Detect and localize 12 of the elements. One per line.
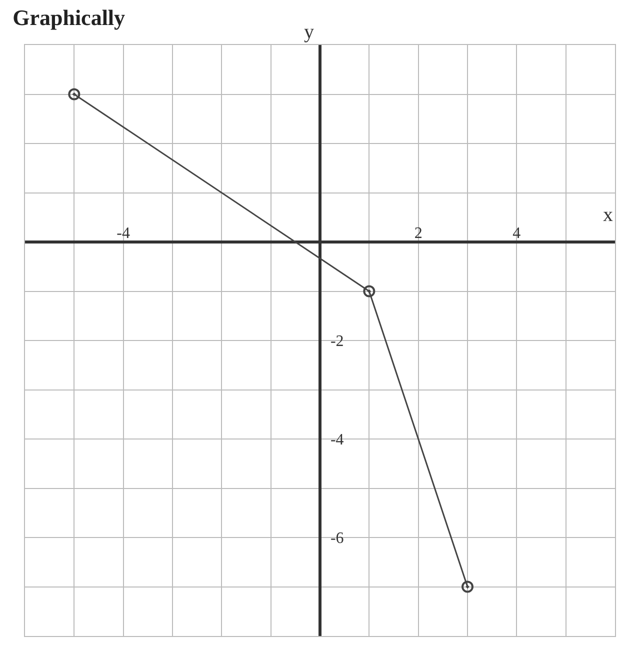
y-tick-label: -4	[330, 432, 344, 449]
point	[363, 285, 376, 298]
point	[462, 580, 474, 593]
x-tick-label: 2	[414, 225, 422, 242]
point	[68, 88, 80, 100]
y-axis-title: y	[304, 21, 314, 43]
chart-title: Graphically	[12, 5, 126, 30]
x-axis-title: x	[603, 204, 613, 226]
x-tick-label: -4	[116, 225, 130, 242]
y-tick-label: -6	[330, 530, 344, 548]
y-tick-label: -2	[330, 333, 344, 350]
x-tick-label: 4	[512, 225, 521, 242]
